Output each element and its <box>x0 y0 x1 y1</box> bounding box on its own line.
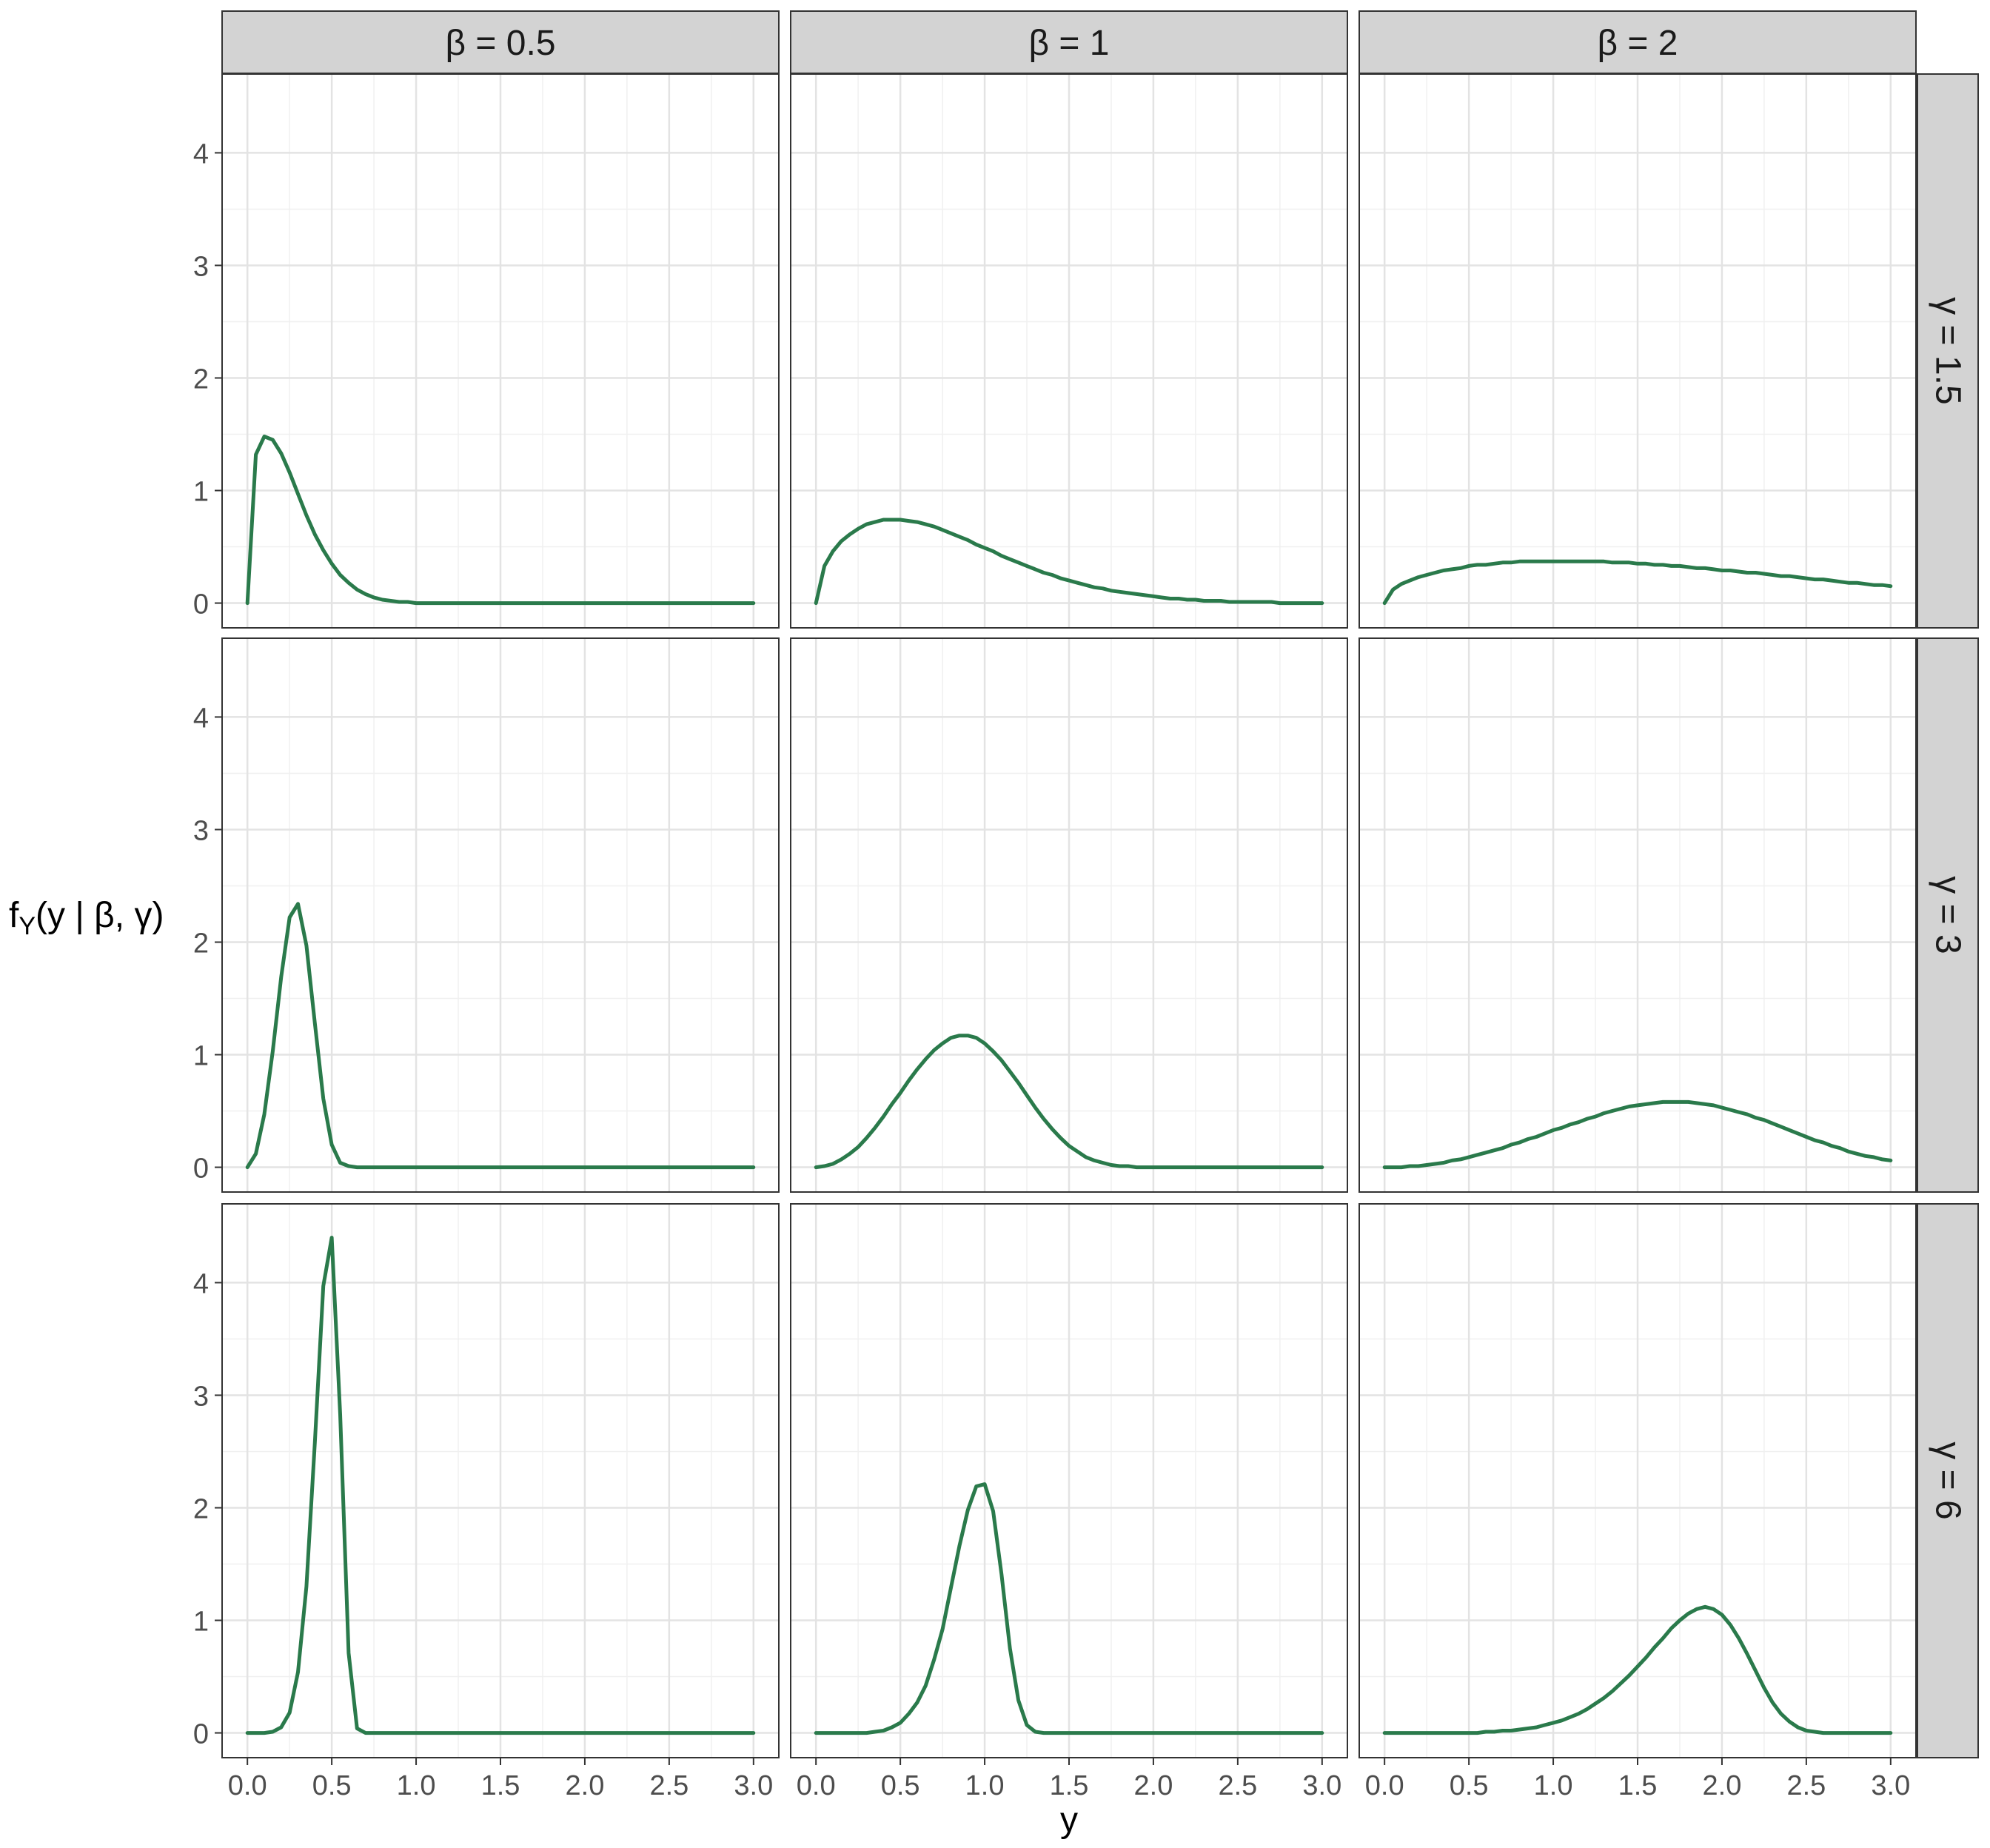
density-curve <box>1382 559 1893 606</box>
density-curve <box>1382 1604 1893 1735</box>
column-strip: β = 1 <box>790 10 1348 74</box>
y-tick-label: 3 <box>193 251 209 282</box>
y-tick-label: 4 <box>193 1268 209 1299</box>
column-strip-label: β = 2 <box>1597 24 1678 63</box>
panel-border <box>221 637 780 1193</box>
facet-panel <box>790 1203 1348 1758</box>
x-tick-label: 2.0 <box>566 1770 605 1801</box>
y-tick-label: 4 <box>193 703 209 734</box>
density-curve <box>245 902 756 1170</box>
x-tick-label: 2.5 <box>1218 1770 1257 1801</box>
y-tick-label: 2 <box>193 1493 209 1524</box>
density-curve <box>814 1482 1324 1735</box>
column-strip-label: β = 0.5 <box>445 24 555 63</box>
x-tick-label: 1.0 <box>1534 1770 1573 1801</box>
x-tick-label: 1.0 <box>965 1770 1005 1801</box>
column-strip: β = 2 <box>1359 10 1917 74</box>
x-tick-label: 1.5 <box>1050 1770 1089 1801</box>
x-tick-label: 2.5 <box>649 1770 689 1801</box>
row-strip-background <box>1917 1203 1979 1758</box>
row-strip-background <box>1917 73 1979 629</box>
column-strip-background <box>221 10 780 74</box>
y-tick-label: 1 <box>193 1041 209 1072</box>
column-strip-background <box>1359 10 1917 74</box>
row-strip: γ = 3 <box>1917 637 1979 1193</box>
column-strip-label: β = 1 <box>1028 24 1109 63</box>
y-tick-label: 0 <box>193 1719 209 1750</box>
x-axis-title: y <box>1060 1801 1078 1840</box>
facet-panel <box>221 637 780 1193</box>
row-strip-background <box>1917 637 1979 1193</box>
panel-border <box>790 637 1348 1193</box>
y-tick-label: 3 <box>193 815 209 846</box>
column-strip: β = 0.5 <box>221 10 780 74</box>
y-tick-label: 4 <box>193 138 209 170</box>
x-tick-label: 0.5 <box>312 1770 352 1801</box>
density-curve <box>1382 1099 1893 1170</box>
y-tick-label: 2 <box>193 928 209 959</box>
facet-panel <box>790 637 1348 1193</box>
facet-panel <box>221 1203 780 1758</box>
facet-panel <box>1359 1203 1917 1758</box>
facet-panel <box>1359 637 1917 1193</box>
y-tick-label: 0 <box>193 589 209 620</box>
y-tick-label: 1 <box>193 1607 209 1638</box>
x-tick-label: 0.0 <box>228 1770 267 1801</box>
x-tick-label: 1.5 <box>481 1770 520 1801</box>
column-strip-background <box>790 10 1348 74</box>
y-tick-label: 3 <box>193 1381 209 1412</box>
panel-border <box>1359 637 1917 1193</box>
density-curve <box>814 1034 1324 1170</box>
density-curve <box>814 518 1324 606</box>
y-axis-title: fY(y | β, γ) <box>9 896 164 940</box>
facet-panels <box>221 73 1917 1758</box>
x-tick-label: 1.5 <box>1618 1770 1658 1801</box>
x-tick-label: 2.0 <box>1134 1770 1173 1801</box>
x-tick-label: 3.0 <box>734 1770 773 1801</box>
row-strip: γ = 1.5 <box>1917 73 1979 629</box>
y-tick-label: 1 <box>193 477 209 508</box>
facet-strips: β = 0.5 β = 1 β = 2 γ = 1.5 γ = 3 γ = 6 <box>221 10 1979 1758</box>
density-curve <box>245 435 756 606</box>
x-tick-label: 0.5 <box>1450 1770 1489 1801</box>
facet-panel <box>221 73 780 629</box>
y-tick-label: 0 <box>193 1154 209 1185</box>
y-tick-label: 2 <box>193 364 209 395</box>
x-tick-label: 0.0 <box>797 1770 836 1801</box>
x-tick-label: 3.0 <box>1302 1770 1341 1801</box>
row-strip-label: γ = 1.5 <box>1929 297 1968 404</box>
x-tick-label: 0.5 <box>881 1770 920 1801</box>
row-strip-label: γ = 6 <box>1929 1442 1968 1519</box>
facet-panel <box>790 73 1348 629</box>
row-strip-label: γ = 3 <box>1929 876 1968 954</box>
x-tick-label: 3.0 <box>1871 1770 1910 1801</box>
axes: 0 1 2 3 4 0 1 2 3 4 0 1 2 3 4 0.0 0.5 1.0 1.5 2.0 2.5 3.0 0.0 0… <box>193 138 1910 1801</box>
facet-panel <box>1359 73 1917 629</box>
row-strip: γ = 6 <box>1917 1203 1979 1758</box>
x-tick-label: 0.0 <box>1365 1770 1404 1801</box>
density-curve <box>245 1236 756 1735</box>
x-tick-label: 2.0 <box>1703 1770 1742 1801</box>
x-tick-label: 2.5 <box>1786 1770 1826 1801</box>
x-tick-label: 1.0 <box>397 1770 436 1801</box>
